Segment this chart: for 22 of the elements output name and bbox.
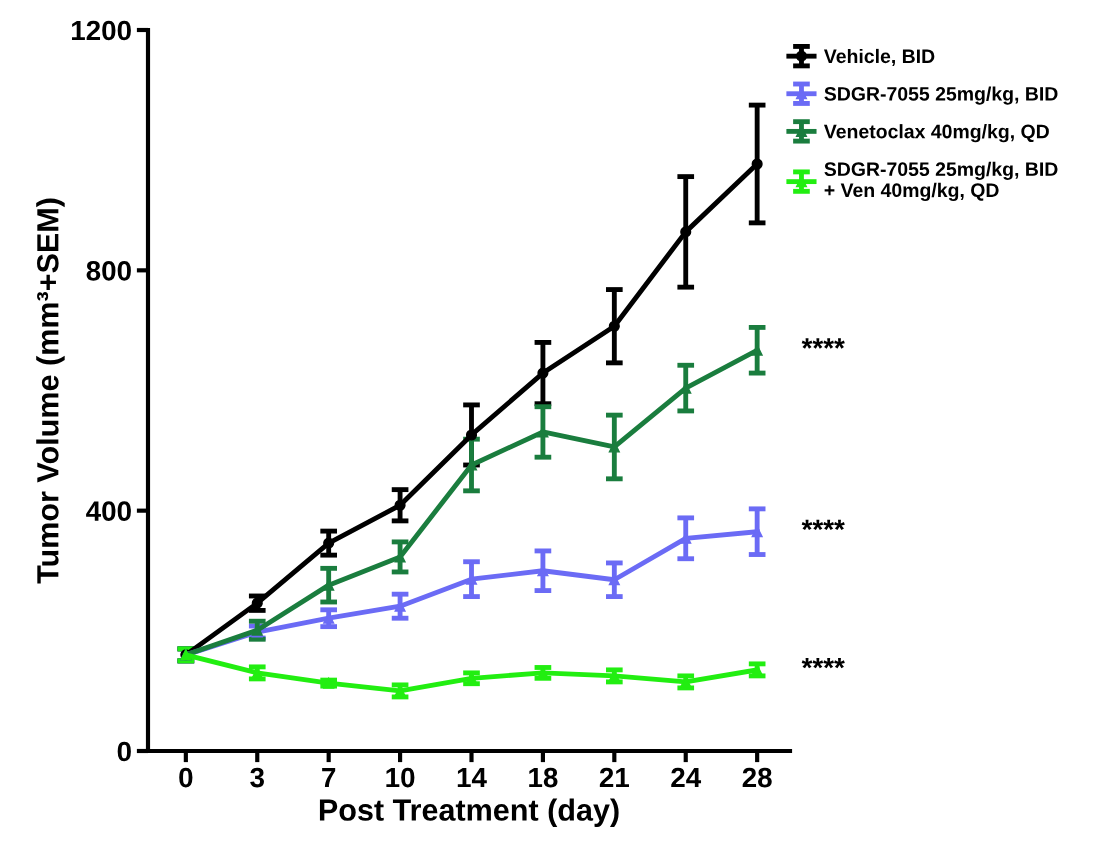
y-tick-label: 400 <box>86 501 131 522</box>
legend-label: Venetoclax 40mg/kg, QD <box>823 124 1049 143</box>
y-axis-title: Tumor Volume (mm³+SEM) <box>36 198 65 584</box>
legend-label: SDGR-7055 25mg/kg, BID + Ven 40mg/kg, QD <box>824 161 1058 201</box>
annotation: **** <box>801 338 845 349</box>
x-tick-label: 7 <box>322 767 336 788</box>
y-tick-label: 1200 <box>71 20 131 41</box>
x-tick-label: 3 <box>250 767 264 788</box>
legend-label: Vehicle, BID <box>823 48 935 66</box>
x-tick-label: 24 <box>671 767 702 788</box>
x-tick-label: 14 <box>457 767 487 788</box>
legend-label: SDGR-7055 25mg/kg, BID <box>824 86 1058 105</box>
x-tick-label: 10 <box>386 767 415 788</box>
x-tick-label: 0 <box>179 767 193 788</box>
y-tick-label: 800 <box>86 261 131 281</box>
x-axis-title: Post Treatment (day) <box>319 798 619 827</box>
x-tick-label: 18 <box>529 767 558 788</box>
y-tick-label: 0 <box>117 741 131 762</box>
x-tick-label: 28 <box>742 767 772 788</box>
annotation: **** <box>801 519 845 531</box>
x-tick-label: 21 <box>599 767 629 788</box>
annotation: **** <box>801 657 845 669</box>
